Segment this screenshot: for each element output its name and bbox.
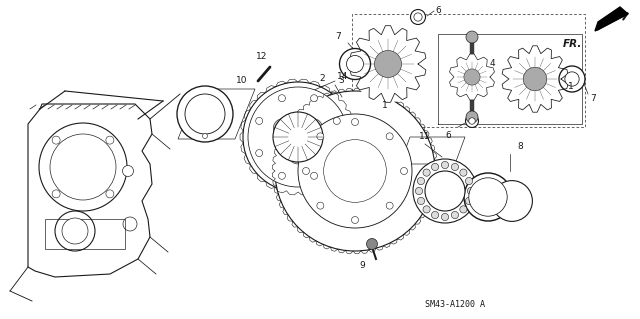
Circle shape: [492, 181, 532, 221]
Circle shape: [50, 134, 116, 200]
Circle shape: [52, 190, 60, 198]
Text: 6: 6: [435, 6, 441, 16]
Circle shape: [122, 166, 134, 176]
Circle shape: [464, 173, 512, 221]
Circle shape: [303, 167, 310, 174]
Circle shape: [256, 117, 262, 124]
Circle shape: [39, 123, 127, 211]
Circle shape: [417, 197, 424, 204]
Circle shape: [401, 167, 408, 174]
Circle shape: [273, 112, 323, 162]
Circle shape: [467, 187, 475, 195]
Circle shape: [423, 206, 430, 213]
Circle shape: [177, 86, 233, 142]
Circle shape: [468, 118, 476, 124]
Circle shape: [317, 133, 324, 140]
Text: 9: 9: [359, 261, 365, 270]
Circle shape: [386, 133, 393, 140]
Circle shape: [502, 46, 568, 112]
Circle shape: [464, 69, 480, 85]
Circle shape: [349, 26, 426, 102]
Polygon shape: [28, 104, 152, 277]
Circle shape: [386, 202, 393, 209]
Circle shape: [413, 159, 477, 223]
Circle shape: [52, 136, 60, 144]
Circle shape: [298, 114, 412, 228]
Circle shape: [55, 211, 95, 251]
Circle shape: [431, 211, 438, 219]
Circle shape: [442, 161, 449, 169]
Circle shape: [275, 91, 435, 251]
Circle shape: [410, 10, 426, 25]
Circle shape: [278, 95, 285, 102]
Circle shape: [423, 169, 430, 176]
Text: 3: 3: [338, 77, 344, 85]
Circle shape: [460, 206, 467, 213]
Circle shape: [123, 217, 137, 231]
Circle shape: [559, 66, 585, 92]
Text: 1: 1: [382, 101, 388, 110]
Polygon shape: [595, 7, 628, 31]
Circle shape: [278, 172, 285, 179]
Circle shape: [417, 177, 424, 185]
Text: 7: 7: [590, 94, 596, 103]
Circle shape: [351, 217, 358, 224]
Text: 8: 8: [517, 142, 523, 151]
Circle shape: [460, 169, 467, 176]
Text: 2: 2: [319, 74, 325, 83]
Circle shape: [333, 150, 340, 157]
Circle shape: [374, 50, 401, 78]
Circle shape: [106, 136, 114, 144]
Circle shape: [414, 13, 422, 21]
Circle shape: [256, 150, 262, 157]
Text: 12: 12: [256, 52, 268, 61]
Circle shape: [351, 118, 358, 125]
Circle shape: [310, 95, 317, 102]
Text: 7: 7: [335, 32, 341, 41]
Text: 14: 14: [337, 72, 348, 81]
Text: 4: 4: [490, 60, 495, 69]
Circle shape: [451, 163, 458, 171]
Circle shape: [465, 197, 472, 204]
Circle shape: [466, 111, 478, 123]
Circle shape: [185, 94, 225, 134]
Circle shape: [346, 56, 364, 72]
Circle shape: [106, 190, 114, 198]
Circle shape: [288, 144, 308, 164]
Circle shape: [273, 118, 293, 138]
Circle shape: [243, 82, 353, 192]
Circle shape: [449, 54, 495, 100]
Text: SM43-A1200 A: SM43-A1200 A: [425, 300, 485, 309]
Circle shape: [367, 239, 378, 249]
Text: 1: 1: [568, 83, 573, 92]
Circle shape: [310, 172, 317, 179]
Circle shape: [466, 31, 478, 43]
Circle shape: [465, 115, 479, 128]
Circle shape: [524, 67, 547, 91]
Circle shape: [324, 140, 387, 202]
Circle shape: [468, 178, 507, 216]
Circle shape: [565, 72, 579, 86]
Circle shape: [415, 187, 422, 195]
Circle shape: [248, 87, 348, 187]
Circle shape: [339, 48, 371, 79]
Text: 6: 6: [445, 131, 451, 140]
Text: FR.: FR.: [563, 39, 582, 49]
Circle shape: [62, 218, 88, 244]
Circle shape: [431, 163, 438, 171]
Text: 11: 11: [419, 132, 431, 141]
Circle shape: [425, 171, 465, 211]
Text: 10: 10: [236, 76, 248, 85]
Circle shape: [465, 177, 472, 185]
Circle shape: [451, 211, 458, 219]
Circle shape: [202, 133, 207, 138]
Circle shape: [317, 202, 324, 209]
Circle shape: [333, 117, 340, 124]
Circle shape: [303, 118, 323, 138]
Circle shape: [442, 213, 449, 221]
